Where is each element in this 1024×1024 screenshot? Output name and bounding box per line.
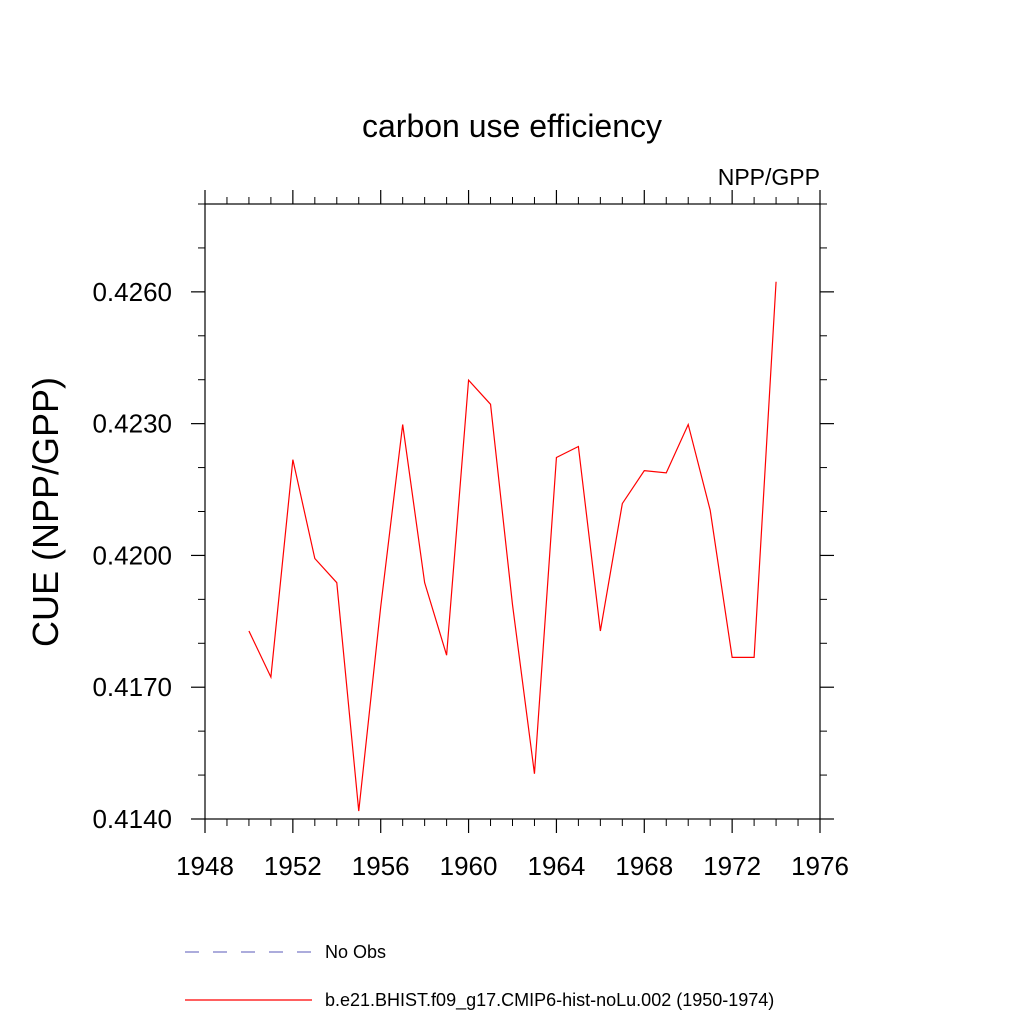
y-tick-label: 0.4260 bbox=[92, 277, 172, 307]
x-tick-label: 1960 bbox=[440, 851, 498, 881]
y-tick-label: 0.4140 bbox=[92, 804, 172, 834]
y-tick-label: 0.4200 bbox=[92, 540, 172, 570]
chart-title: carbon use efficiency bbox=[362, 108, 662, 144]
legend-label: b.e21.BHIST.f09_g17.CMIP6-hist-noLu.002 … bbox=[325, 990, 774, 1011]
x-tick-label: 1952 bbox=[264, 851, 322, 881]
x-tick-label: 1976 bbox=[791, 851, 849, 881]
series-layer bbox=[248, 281, 777, 812]
legend: No Obs b.e21.BHIST.f09_g17.CMIP6-hist-noL… bbox=[185, 942, 774, 1011]
plot-frame bbox=[204, 203, 821, 820]
legend-label: No Obs bbox=[325, 942, 386, 962]
y-tick-label: 0.4230 bbox=[92, 409, 172, 439]
x-tick-label: 1972 bbox=[703, 851, 761, 881]
series-line-1 bbox=[248, 281, 777, 812]
x-tick-label: 1956 bbox=[352, 851, 410, 881]
x-tick-label: 1948 bbox=[176, 851, 234, 881]
chart-subtitle: NPP/GPP bbox=[718, 164, 820, 190]
axis-ticks: 1948 1952 1956 1960 1964 1968 1972 1976 0.4140 0.… bbox=[92, 190, 849, 881]
y-tick-label: 0.4170 bbox=[92, 672, 172, 702]
y-axis-label: CUE (NPP/GPP) bbox=[25, 377, 66, 647]
x-tick-label: 1964 bbox=[528, 851, 586, 881]
x-tick-label: 1968 bbox=[615, 851, 673, 881]
